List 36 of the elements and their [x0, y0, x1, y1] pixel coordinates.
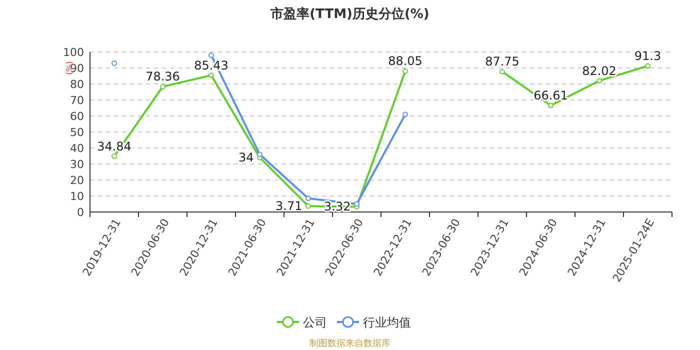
point — [208, 52, 214, 58]
chart-title: 市盈率(TTM)历史分位(%) — [270, 6, 430, 22]
point — [548, 102, 554, 108]
point — [596, 78, 602, 84]
point — [500, 68, 505, 74]
text: 91.3 — [634, 48, 662, 63]
point — [112, 60, 117, 66]
text: 3.71 — [276, 199, 302, 214]
legend-label: 行业均值 — [363, 316, 411, 330]
point — [402, 68, 408, 74]
point — [160, 84, 166, 90]
y-tick-label: 80 — [70, 78, 84, 91]
y-tick-label: 60 — [70, 110, 84, 123]
y-tick-label: 30 — [70, 158, 84, 171]
y-tick-label: 70 — [70, 94, 84, 107]
y-tick-label: 0 — [77, 206, 84, 219]
y-tick-label: 40 — [70, 142, 84, 155]
point — [645, 63, 650, 69]
point — [257, 152, 262, 158]
text: 88.05 — [388, 54, 422, 68]
text: 78.36 — [146, 70, 180, 84]
y-tick-label: 10 — [70, 190, 84, 203]
point — [208, 72, 214, 78]
y-tick-label: 20 — [70, 174, 84, 187]
legend-label: 公司 — [303, 316, 327, 330]
text: 34 — [238, 150, 254, 165]
y-tick-label: 100 — [63, 46, 84, 59]
text: 87.75 — [485, 54, 520, 69]
y-tick-label: 50 — [70, 126, 84, 139]
point — [306, 196, 311, 202]
point — [354, 201, 360, 207]
text: 82.02 — [582, 64, 616, 78]
point — [112, 154, 117, 159]
text: 制图数据来自数据库 — [310, 338, 390, 349]
point — [402, 112, 408, 118]
point — [306, 203, 311, 209]
